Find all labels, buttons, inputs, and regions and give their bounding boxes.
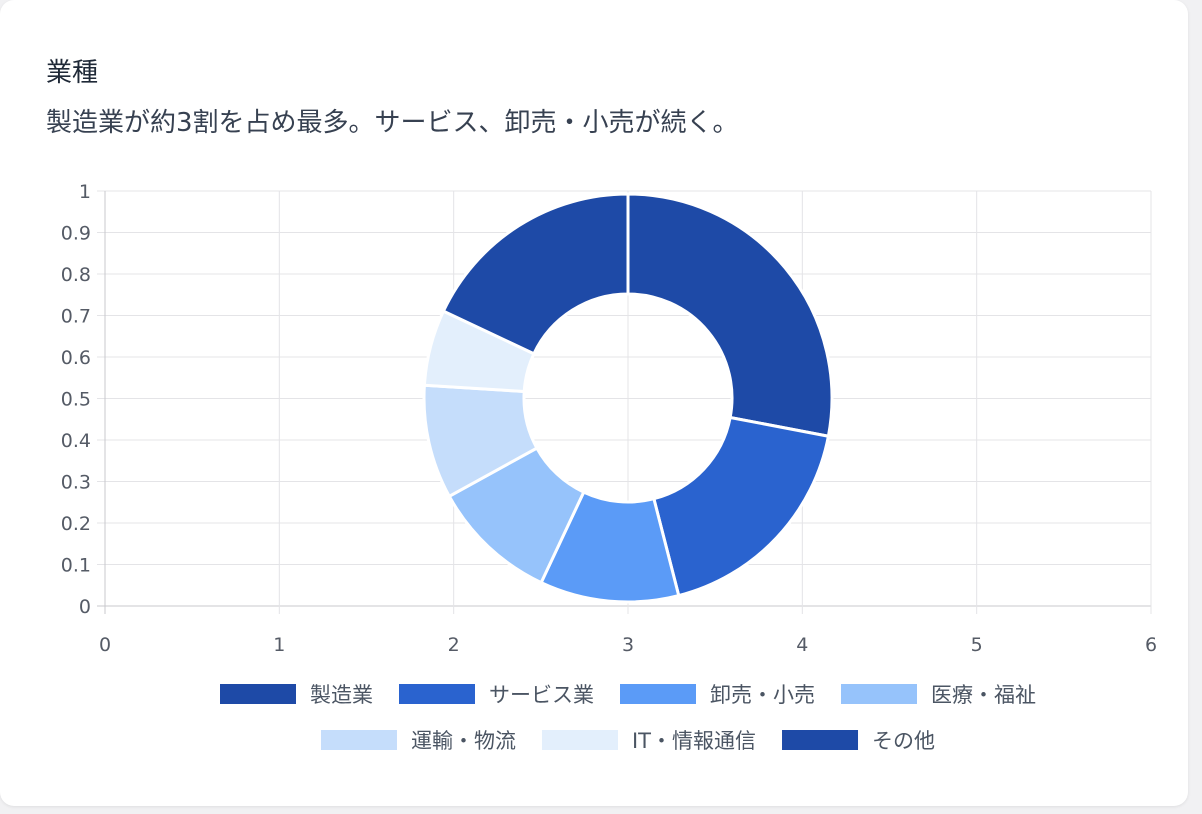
legend-item[interactable]: その他	[782, 729, 935, 753]
legend-item[interactable]: 製造業	[220, 683, 373, 707]
legend-swatch	[320, 730, 397, 750]
legend-label: 卸売・小売	[710, 683, 815, 707]
legend-label: 運輸・物流	[411, 729, 516, 753]
y-tick-label: 0.9	[61, 223, 91, 245]
y-tick-label: 0.7	[61, 306, 91, 328]
y-tick-label: 0.8	[61, 264, 91, 286]
x-tick-label: 2	[448, 634, 460, 656]
legend-swatch	[220, 684, 296, 704]
chart-subtitle: 製造業が約3割を占め最多。サービス、卸売・小売が続く。	[46, 108, 739, 138]
y-tick-label: 0.6	[61, 347, 91, 369]
doughnut-slices	[422, 192, 834, 604]
chart-card: 業種 製造業が約3割を占め最多。サービス、卸売・小売が続く。	[0, 0, 1188, 806]
legend-swatch	[620, 684, 696, 704]
x-tick-label: 3	[622, 634, 634, 656]
legend-label: 医療・福祉	[931, 683, 1036, 707]
y-tick-label: 0.5	[61, 389, 91, 411]
y-tick-label: 0	[79, 596, 91, 618]
y-tick-label: 0.1	[61, 555, 91, 577]
y-tick-label: 0.4	[61, 430, 91, 452]
legend-swatch	[541, 730, 618, 750]
legend-item[interactable]: IT・情報通信	[541, 729, 756, 753]
x-tick-label: 1	[273, 634, 285, 656]
legend-swatch	[399, 684, 475, 704]
x-tick-label: 5	[971, 634, 983, 656]
legend-item[interactable]: サービス業	[399, 683, 594, 707]
y-tick-label: 0.3	[61, 472, 91, 494]
legend-swatch	[782, 730, 859, 750]
doughnut-slice[interactable]	[652, 415, 831, 598]
legend-item[interactable]: 運輸・物流	[320, 729, 516, 753]
legend-label: 製造業	[310, 683, 373, 707]
chart-title: 業種	[46, 58, 99, 88]
x-tick-label: 0	[99, 634, 111, 656]
y-tick-label: 1	[79, 181, 91, 203]
x-axis-tick-labels: 0 1 2 3 4 5 6	[99, 634, 1157, 656]
y-tick-label: 0.2	[61, 513, 91, 535]
legend-item[interactable]: 卸売・小売	[620, 683, 815, 707]
legend-label: サービス業	[489, 683, 594, 707]
y-axis-tick-labels: 0 0.1 0.2 0.3 0.4 0.5 0.6 0.7 0.8 0.9 1	[61, 181, 91, 618]
legend-label: その他	[872, 729, 935, 753]
x-tick-label: 6	[1145, 634, 1157, 656]
legend-item[interactable]: 医療・福祉	[841, 683, 1036, 707]
legend-label: IT・情報通信	[632, 729, 756, 753]
legend-swatch	[841, 684, 917, 704]
doughnut-slice[interactable]	[626, 192, 834, 438]
doughnut-slice[interactable]	[441, 192, 630, 356]
x-tick-label: 4	[796, 634, 808, 656]
